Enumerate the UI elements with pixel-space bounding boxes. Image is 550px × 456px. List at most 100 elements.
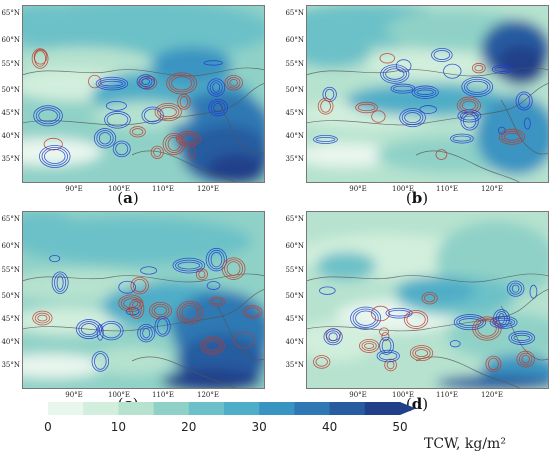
lon-label: 110°E bbox=[436, 391, 458, 399]
lat-label: 50°N bbox=[1, 86, 20, 94]
positive-contour bbox=[200, 336, 225, 355]
negative-contour bbox=[460, 111, 479, 131]
lon-label: 110°E bbox=[152, 185, 174, 193]
contour-lines bbox=[313, 47, 533, 160]
country-borders bbox=[22, 273, 265, 389]
negative-contour bbox=[379, 336, 394, 355]
negative-contour bbox=[118, 280, 136, 294]
negative-contour bbox=[399, 108, 426, 128]
positive-contour bbox=[224, 74, 243, 91]
positive-contour bbox=[485, 355, 502, 373]
lon-label: 100°E bbox=[108, 185, 130, 193]
lat-label: 35°N bbox=[285, 361, 304, 369]
negative-contour bbox=[431, 47, 453, 63]
lon-label: 90°E bbox=[349, 185, 367, 193]
positive-contour bbox=[195, 268, 208, 281]
panel-caption-b: (b) bbox=[405, 189, 429, 207]
positive-contour bbox=[154, 102, 182, 122]
positive-contour bbox=[32, 310, 53, 326]
positive-contour bbox=[359, 338, 380, 353]
negative-contour bbox=[51, 271, 69, 294]
lat-label: 65°N bbox=[285, 9, 304, 17]
lon-label: 100°E bbox=[392, 185, 414, 193]
negative-contour bbox=[75, 319, 102, 340]
lat-label: 65°N bbox=[1, 9, 20, 17]
colorbar-extend-arrow bbox=[400, 402, 416, 415]
lat-label: 40°N bbox=[285, 132, 304, 140]
colorbar-segment bbox=[153, 402, 190, 415]
lat-label: 60°N bbox=[285, 242, 304, 250]
negative-contour bbox=[411, 85, 439, 99]
lat-label: 60°N bbox=[285, 36, 304, 44]
lat-label: 40°N bbox=[1, 338, 20, 346]
panel-caption-a: (a) bbox=[117, 189, 139, 207]
positive-contour bbox=[233, 331, 255, 349]
lon-label: 120°E bbox=[481, 391, 503, 399]
negative-contour bbox=[443, 63, 462, 79]
map-panel-a: 65°N 60°N 55°N 50°N 45°N 40°N 35°N 90°E 100°E 110… bbox=[1, 5, 265, 193]
positive-contour bbox=[498, 128, 526, 145]
colorbar-segment bbox=[259, 402, 295, 415]
negative-contour bbox=[104, 111, 131, 129]
negative-contour bbox=[39, 144, 71, 168]
lon-label: 120°E bbox=[197, 185, 219, 193]
lat-label: 35°N bbox=[1, 361, 20, 369]
colorbar-tick-label: 0 bbox=[44, 420, 52, 434]
negative-contour bbox=[493, 309, 510, 328]
lat-label: 55°N bbox=[1, 266, 20, 274]
positive-contour bbox=[130, 276, 149, 295]
tcw-fill-area bbox=[366, 51, 486, 79]
negative-contour bbox=[491, 64, 513, 74]
positive-contour bbox=[313, 355, 331, 369]
contour-lines bbox=[32, 247, 263, 372]
map-panel-d: 65°N 60°N 55°N 50°N 45°N 40°N 35°N 90°E 100°E 110… bbox=[285, 211, 549, 399]
negative-contour bbox=[323, 328, 343, 346]
tcw-fill-area bbox=[396, 277, 476, 305]
negative-contour bbox=[105, 100, 127, 111]
map-frame bbox=[306, 5, 549, 183]
positive-contour bbox=[381, 332, 390, 342]
positive-contour bbox=[149, 301, 172, 320]
positive-contour bbox=[355, 101, 378, 114]
negative-contour bbox=[380, 64, 410, 84]
lat-label: 50°N bbox=[1, 292, 20, 300]
lat-label: 45°N bbox=[1, 315, 20, 323]
positive-contour bbox=[516, 350, 535, 368]
negative-contour bbox=[33, 105, 63, 127]
negative-contour bbox=[49, 255, 61, 263]
tcw-field bbox=[22, 5, 265, 183]
lat-label: 35°N bbox=[285, 155, 304, 163]
negative-contour bbox=[93, 128, 117, 149]
colorbar-segment bbox=[329, 402, 366, 415]
lat-label: 60°N bbox=[1, 36, 20, 44]
contour-lines bbox=[313, 280, 538, 373]
map-panel-b: 65°N 60°N 55°N 50°N 45°N 40°N 35°N 90°E 100°E 110… bbox=[285, 5, 549, 193]
colorbar-title: TCW, kg/m² bbox=[424, 436, 506, 452]
negative-contour bbox=[529, 284, 538, 299]
map-canvas-b: 65°N 60°N 55°N 50°N 45°N 40°N 35°N 90°E 100°E 110… bbox=[285, 5, 549, 193]
positive-contour bbox=[472, 316, 502, 341]
negative-contour bbox=[313, 135, 338, 144]
negative-contour bbox=[141, 106, 164, 125]
positive-contour bbox=[371, 110, 386, 123]
negative-contour bbox=[98, 320, 124, 341]
lon-label: 120°E bbox=[197, 391, 219, 399]
negative-contour bbox=[395, 59, 412, 73]
lat-label: 55°N bbox=[285, 266, 304, 274]
tcw-fill-area bbox=[162, 369, 262, 389]
map-canvas-c: 65°N 60°N 55°N 50°N 45°N 40°N 35°N 90°E 100°E 110… bbox=[1, 211, 265, 399]
tcw-fill-area bbox=[306, 143, 396, 167]
negative-contour bbox=[208, 98, 228, 117]
lat-label: 45°N bbox=[1, 109, 20, 117]
tcw-field bbox=[306, 211, 549, 389]
positive-contour bbox=[421, 291, 438, 305]
colorbar-segment bbox=[188, 402, 225, 415]
negative-contour bbox=[207, 78, 226, 97]
contour-lines bbox=[31, 48, 243, 168]
negative-contour bbox=[515, 91, 533, 111]
tcw-fill-area bbox=[22, 5, 82, 45]
negative-contour bbox=[203, 60, 223, 66]
country-borders bbox=[306, 67, 549, 183]
panel-caption-d: (d) bbox=[405, 395, 429, 413]
negative-contour bbox=[461, 76, 494, 97]
